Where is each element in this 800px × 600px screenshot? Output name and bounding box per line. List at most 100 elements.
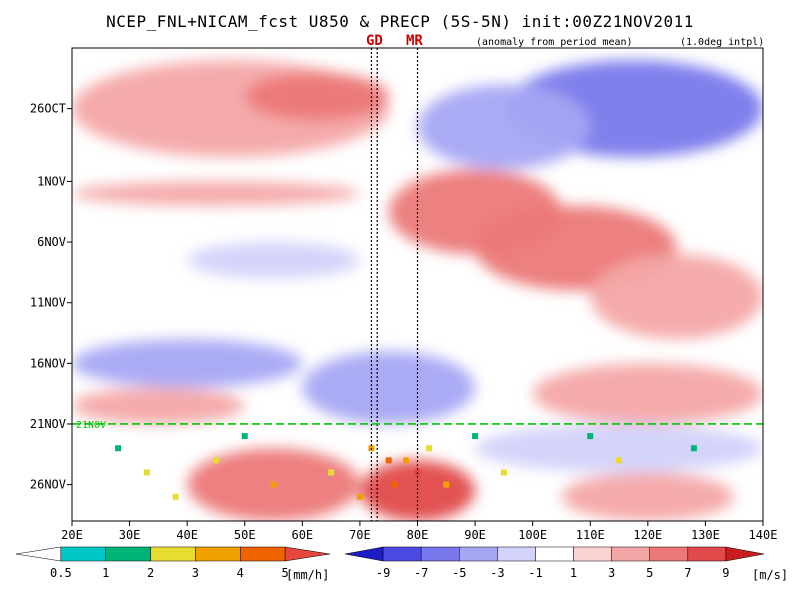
y-axis: 26OCT 1NOV 6NOV 11NOV 16NOV 21NOV 26NOV (30, 102, 72, 492)
precip-colorbar-segment (240, 546, 286, 562)
x-tick-label: 140E (749, 528, 778, 542)
precip-colorbar-segment (60, 546, 106, 562)
wind-colorbar-segment (420, 546, 460, 562)
anomaly-region-negative (475, 423, 763, 473)
precip-cell (690, 445, 697, 452)
precip-cell (115, 445, 122, 452)
y-tick-label: 26OCT (30, 102, 66, 116)
precip-cell (143, 469, 150, 476)
wind-colorbar-label: 3 (608, 566, 615, 580)
precip-colorbar-label: 1 (102, 566, 109, 580)
y-tick-label: 11NOV (30, 296, 66, 310)
wind-colorbar-segment (573, 546, 612, 562)
wind-colorbar-segment (725, 546, 765, 562)
wind-colorbar-segment (687, 546, 727, 562)
wind-unit-label: [m/s] (752, 568, 789, 582)
precip-colorbar-label: 5 (282, 566, 289, 580)
x-tick-label: 60E (291, 528, 313, 542)
precip-colorbar-segment (195, 546, 241, 562)
anomaly-region-positive (359, 460, 476, 521)
x-tick-label: 30E (119, 528, 141, 542)
precip-cell (328, 469, 335, 476)
precip-colorbar-segment (284, 546, 331, 562)
precip-cell (385, 457, 392, 464)
forecast-start-label: 21NOV (76, 420, 106, 431)
anomaly-region-positive (532, 363, 763, 424)
anomaly-region-positive (561, 472, 735, 521)
x-tick-label: 70E (349, 528, 371, 542)
x-tick-label: 20E (61, 528, 83, 542)
y-tick-label: 21NOV (30, 417, 66, 431)
marker-mr-label: MR (406, 33, 423, 49)
chart-subtitle-interp: (1.0deg intpl) (680, 37, 765, 48)
wind-colorbar-label: 7 (684, 566, 691, 580)
precip-cell (587, 433, 594, 440)
wind-colorbar-label: -1 (528, 566, 542, 580)
precip-cell (500, 469, 507, 476)
wind-colorbar-label: 9 (722, 566, 729, 580)
anomaly-region-positive (72, 181, 360, 206)
y-tick-label: 16NOV (30, 356, 66, 370)
wind-colorbar-label: -7 (414, 566, 428, 580)
anomaly-region-negative (302, 351, 476, 424)
wind-colorbar-label: -3 (490, 566, 504, 580)
wind-colorbar-segment (459, 546, 498, 562)
precip-colorbar-segment (105, 546, 151, 562)
anomaly-region-positive (72, 387, 245, 424)
wind-colorbar-label: -9 (376, 566, 390, 580)
anomaly-regions (72, 60, 763, 521)
anomaly-region-positive (244, 72, 389, 121)
chart-subtitle-anomaly: (anomaly from period mean) (476, 37, 633, 48)
anomaly-region-positive (590, 254, 763, 340)
x-tick-label: 130E (691, 528, 720, 542)
precip-cell (616, 457, 623, 464)
wind-colorbar-label: -5 (452, 566, 466, 580)
marker-gd-label: GD (366, 33, 383, 49)
precip-colorbar-segment (15, 546, 62, 562)
precip-colorbar-label: 3 (192, 566, 199, 580)
wind-colorbar-segment (382, 546, 422, 562)
x-tick-label: 80E (407, 528, 429, 542)
precip-unit-label: [mm/h] (286, 568, 330, 582)
precip-cell (172, 493, 179, 500)
y-tick-label: 6NOV (37, 235, 66, 249)
x-tick-label: 120E (633, 528, 662, 542)
precip-cell (443, 481, 450, 488)
anomaly-region-negative (187, 242, 360, 279)
chart-title: NCEP_FNL+NICAM_fcst U850 & PRECP (5S-5N)… (106, 12, 694, 31)
precip-colorbar-label: 2 (147, 566, 154, 580)
anomaly-region-negative (72, 339, 303, 388)
anomaly-region-negative (417, 84, 591, 170)
reference-lines: 21NOV (72, 48, 763, 521)
y-tick-label: 1NOV (37, 174, 66, 188)
precip-colorbar-segment (150, 546, 196, 562)
x-tick-label: 40E (176, 528, 198, 542)
precip-cell (402, 457, 409, 464)
wind-anomaly-field (72, 48, 763, 521)
x-tick-label: 90E (464, 528, 486, 542)
wind-colorbar-segment (649, 546, 689, 562)
precip-colorbar-label: 0.5 (50, 566, 72, 580)
wind-colorbar-segment (497, 546, 536, 562)
precip-colorbar-label: 4 (237, 566, 244, 580)
precip-colorbar: 0.5 1 2 3 4 5 (15, 546, 331, 580)
wind-colorbar: -9 -7 -5 -3 -1 1 3 5 7 9 (344, 546, 765, 580)
precip-cell (212, 457, 219, 464)
precip-cell (426, 445, 433, 452)
wind-colorbar-label: 1 (570, 566, 577, 580)
precip-cell (472, 433, 479, 440)
x-tick-label: 100E (518, 528, 547, 542)
wind-colorbar-segment (344, 546, 384, 562)
precip-cell (391, 481, 398, 488)
precip-cell (270, 481, 277, 488)
wind-colorbar-segment (611, 546, 650, 562)
precip-cell (356, 493, 363, 500)
wind-colorbar-label: 5 (646, 566, 653, 580)
wind-colorbar-segment (535, 546, 574, 562)
x-tick-label: 110E (576, 528, 605, 542)
precip-cell (241, 433, 248, 440)
x-axis: 20E 30E 40E 50E 60E 70E 80E 90E 100E 110E 120E 130E… (61, 521, 777, 542)
x-tick-label: 50E (234, 528, 256, 542)
y-tick-label: 26NOV (30, 478, 66, 492)
